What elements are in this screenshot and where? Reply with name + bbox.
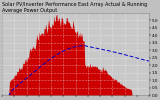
Text: Solar PV/Inverter Performance East Array Actual & Running Average Power Output: Solar PV/Inverter Performance East Array… bbox=[2, 2, 147, 13]
